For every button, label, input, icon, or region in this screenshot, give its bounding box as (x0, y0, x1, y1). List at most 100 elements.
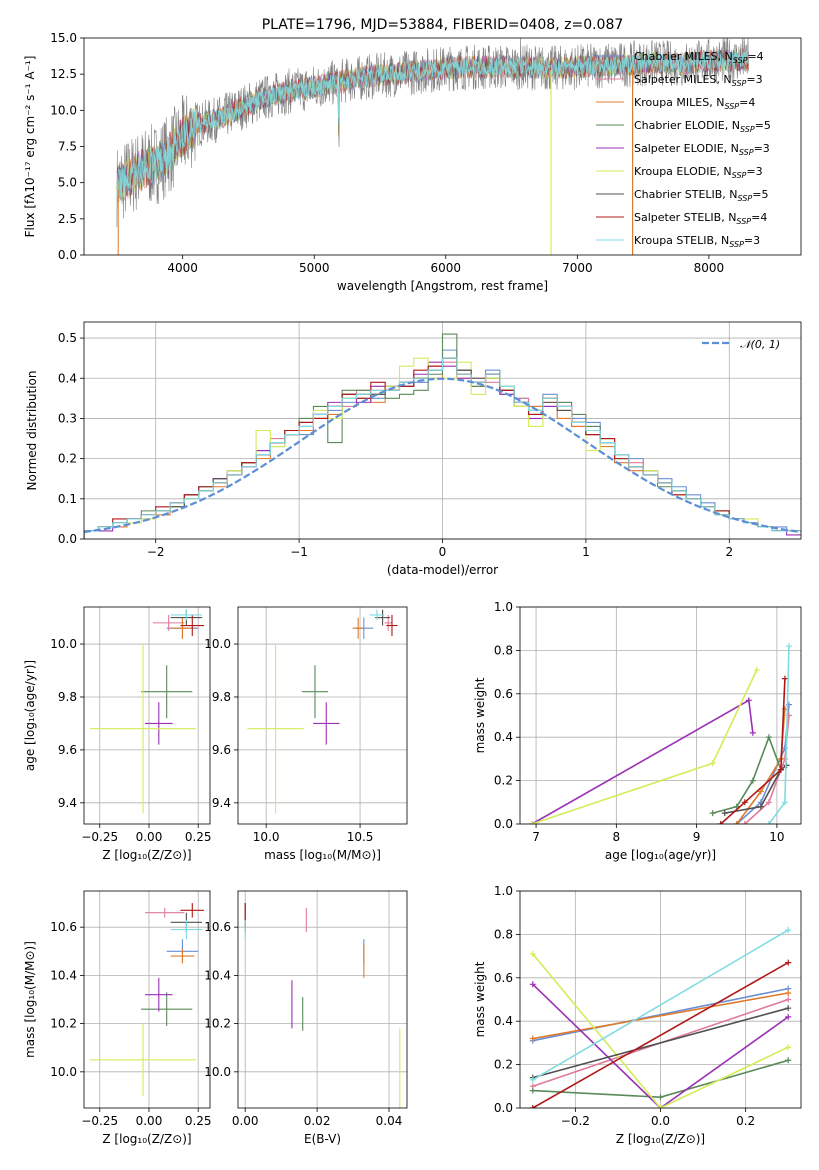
weight-marker (721, 810, 728, 817)
y-tick-label: 0.8 (494, 927, 513, 941)
y-tick-label: 0.0 (58, 248, 77, 262)
weight-marker (745, 697, 752, 704)
gaussian-curve (84, 377, 801, 534)
x-tick-label: −0.2 (561, 1114, 590, 1128)
weight-marker (529, 950, 536, 957)
errorbar-point (152, 614, 185, 631)
weight-marker (785, 927, 792, 934)
age_vs_Z-ylabel: age [log₁₀(age/yr)] (23, 660, 37, 771)
errorbar-point (369, 609, 385, 621)
y-tick-label: 10.6 (204, 920, 231, 934)
x-tick-label: 0.00 (232, 1114, 259, 1128)
legend-entry: Salpeter ELODIE, NSSP=3 (634, 142, 770, 157)
legend-entry: Kroupa STELIB, NSSP=3 (634, 234, 760, 249)
legend-entry: Kroupa MILES, NSSP=4 (634, 96, 755, 111)
y-tick-label: 10.4 (204, 968, 231, 982)
weight-marker (785, 989, 792, 996)
weight-marker (777, 766, 784, 773)
weight_vs_Z-xlabel: Z [log₁₀(Z/Z⊙)] (616, 1132, 705, 1146)
y-tick-label: 12.5 (50, 67, 77, 81)
y-tick-label: 0.3 (58, 411, 77, 425)
weight-marker (765, 799, 772, 806)
y-tick-label: 0.4 (494, 730, 513, 744)
x-tick-label: 8000 (694, 261, 725, 275)
weight-marker (733, 821, 740, 824)
weight-marker (785, 1013, 792, 1020)
errorbar-point (145, 907, 185, 918)
residuals-xlabel: (data-model)/error (387, 563, 498, 577)
weight-marker (741, 821, 748, 824)
weight-line-8 (532, 929, 789, 1081)
weight-marker (765, 734, 772, 741)
weight-marker (529, 1035, 536, 1042)
mass_vs_Z-axes: −0.25 0.00 0.25 10.0 10.2 10.4 10.6 Z [log₁₀(Z/… (23, 890, 212, 1146)
x-tick-label: −0.25 (81, 830, 118, 844)
mass_vs_Z-ylabel: mass [log₁₀(M/M⊙)] (23, 941, 37, 1058)
legend-entry: Salpeter MILES, NSSP=3 (634, 73, 763, 88)
y-tick-label: 10.6 (50, 920, 77, 934)
errorbar-point (180, 614, 205, 637)
weight-line-4 (532, 983, 789, 1108)
residuals-ylabel: Normed distribution (25, 371, 39, 491)
age_vs_mass-marks (247, 609, 398, 814)
x-tick-label: 2 (725, 545, 733, 559)
x-tick-label: 10 (769, 830, 784, 844)
weight-marker (657, 1105, 664, 1108)
age_vs_Z-xlabel: Z [log₁₀(Z/Z⊙)] (102, 848, 191, 862)
spectrum-xlabel: wavelength [Angstrom, rest frame] (337, 279, 548, 293)
y-tick-label: 10.0 (50, 637, 77, 651)
weight-line-7 (720, 678, 786, 824)
y-tick-label: 0.2 (494, 774, 513, 788)
y-tick-label: 0.0 (494, 817, 513, 831)
errorbar-point (141, 665, 193, 719)
x-tick-label: 8 (613, 830, 621, 844)
y-tick-label: 0.6 (494, 687, 513, 701)
weight-marker (785, 1044, 792, 1051)
mass_vs_Z-marks (89, 903, 205, 1096)
x-tick-label: 0.00 (136, 1114, 163, 1128)
x-tick-label: 4000 (167, 261, 198, 275)
axes-frame (83, 37, 802, 256)
x-tick-label: 0.25 (185, 830, 212, 844)
spectrum-marks (116, 38, 749, 255)
weight-line-7 (532, 961, 789, 1108)
y-tick-label: 0.0 (58, 532, 77, 546)
mass_vs_EBV-axes: 0.00 0.02 0.04 10.0 10.2 10.4 10.6 E(B-V) (204, 890, 408, 1146)
weight-marker (529, 1076, 536, 1083)
legend-entry: Kroupa ELODIE, NSSP=3 (634, 165, 763, 180)
x-tick-label: 0.04 (376, 1114, 403, 1128)
weight-line-0 (532, 987, 789, 1042)
weight-marker (781, 675, 788, 682)
y-tick-label: 9.8 (212, 690, 231, 704)
residuals-legend: 𝒩(0, 1) (702, 338, 780, 351)
y-tick-label: 10.0 (204, 1065, 231, 1079)
weight_vs_age-marks (529, 643, 792, 824)
errorbar-point (145, 702, 173, 745)
axes-frame (237, 890, 408, 1109)
y-tick-label: 0.4 (58, 371, 77, 385)
y-tick-label: 1.0 (494, 600, 513, 614)
weight-marker (765, 821, 772, 824)
weight_vs_Z-marks (529, 927, 792, 1108)
y-tick-label: 9.4 (212, 796, 231, 810)
y-tick-label: 0.8 (494, 643, 513, 657)
residuals-axes: −2 −1 0 1 2 0.0 0.1 0.2 0.3 0.4 0.5 (data-model)/er… (25, 321, 802, 577)
chart-title: PLATE=1796, MJD=53884, FIBERID=0408, z=0… (262, 17, 624, 33)
mass_vs_EBV-marks (244, 903, 401, 1108)
axes-frame (83, 321, 802, 540)
errorbar-point (170, 948, 195, 964)
weight-marker (749, 777, 756, 784)
y-tick-label: 0.4 (494, 1014, 513, 1028)
y-tick-label: 0.2 (58, 452, 77, 466)
age_vs_mass-plot-area (238, 607, 407, 824)
weight-marker (709, 760, 716, 767)
weight-marker (785, 959, 792, 966)
errorbar-point (89, 644, 197, 814)
x-tick-label: −0.25 (81, 1114, 118, 1128)
weight_vs_Z-ylabel: mass weight (473, 961, 487, 1037)
mass_vs_EBV-plot-area (238, 891, 407, 1108)
weight-marker (529, 1087, 536, 1094)
x-tick-label: 7000 (562, 261, 593, 275)
x-tick-label: 10.0 (253, 830, 280, 844)
